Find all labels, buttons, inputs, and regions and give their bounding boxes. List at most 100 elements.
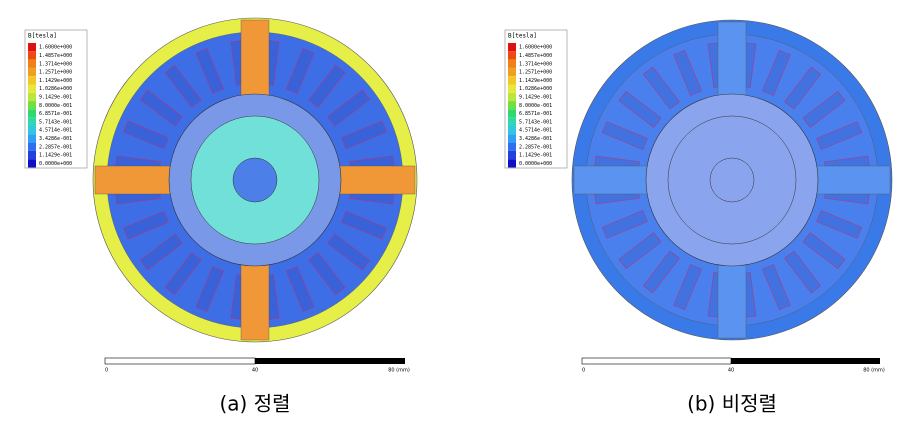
legend: B[tesla] 1.6000e+000 1.4857e+000 1.3714e+00…	[24, 29, 88, 169]
legend-swatch	[28, 92, 36, 102]
legend-swatch	[28, 67, 36, 77]
legend-value: 1.2571e+000	[39, 70, 72, 76]
legend-value: 2.2857e-001	[519, 144, 552, 150]
legend-swatch	[28, 84, 36, 93]
legend-swatch	[508, 43, 516, 52]
legend-title: B[tesla]	[508, 33, 537, 40]
legend-value: 5.7143e-001	[519, 119, 552, 125]
shaft	[232, 157, 278, 203]
legend-swatch	[508, 134, 516, 143]
legend-value: 1.1429e+000	[39, 78, 72, 84]
legend-value: 8.0000e-001	[519, 103, 552, 109]
tooth	[240, 19, 270, 109]
legend-value: 3.4286e-001	[39, 136, 72, 142]
slot	[139, 89, 183, 127]
slot	[341, 210, 387, 240]
slot	[285, 48, 315, 94]
legend-swatch	[508, 67, 516, 77]
slot	[784, 66, 822, 110]
legend-value: 1.1429e+000	[519, 78, 552, 84]
scale-bar	[104, 357, 256, 365]
legend-value: 1.2571e+000	[519, 70, 552, 76]
slot	[123, 120, 169, 150]
scale-label: 80 (mm)	[388, 368, 410, 374]
legend-value: 1.4857e+000	[519, 53, 552, 59]
legend-swatch	[508, 150, 516, 160]
slot	[618, 232, 662, 270]
slot	[802, 232, 846, 270]
legend-swatch	[508, 76, 516, 85]
slot	[195, 48, 225, 94]
legend-value: 4.5714e-001	[519, 128, 552, 134]
legend-value: 1.6000e+000	[519, 45, 552, 51]
scale-label: 40	[252, 368, 258, 374]
slot	[673, 264, 702, 311]
slot	[327, 233, 371, 271]
legend-swatch	[28, 150, 36, 160]
slot	[762, 264, 791, 311]
slot	[601, 210, 648, 239]
slot	[802, 90, 846, 128]
legend-value: 6.8571e-001	[519, 111, 552, 117]
legend-swatch	[28, 101, 36, 110]
legend-value: 9.1429e-001	[519, 95, 552, 101]
legend-swatch	[28, 134, 36, 143]
legend-value: 1.1429e-001	[39, 153, 72, 159]
slot	[618, 90, 662, 128]
slot	[327, 89, 371, 127]
legend-swatch	[508, 51, 516, 60]
legend-swatch	[28, 51, 36, 60]
legend-value: 1.3714e+000	[39, 61, 72, 67]
legend-swatch	[28, 76, 36, 85]
legend-swatch	[28, 117, 36, 126]
motor-section	[571, 19, 893, 341]
legend-swatch	[28, 43, 36, 52]
scale-bar	[255, 358, 405, 364]
legend-swatch	[508, 159, 516, 168]
legend-value: 0.0000e+000	[39, 161, 72, 167]
slot	[762, 49, 791, 96]
legend-swatch	[508, 92, 516, 102]
legend-value: 1.0286e+000	[519, 86, 552, 92]
scale-bar	[581, 357, 732, 365]
slot	[164, 252, 202, 296]
slot	[784, 250, 822, 294]
legend-value: 3.4286e-001	[519, 136, 552, 142]
legend-value: 6.8571e-001	[39, 111, 72, 117]
legend-value: 8.0000e-001	[39, 103, 72, 109]
legend-swatch	[28, 109, 36, 118]
slot	[308, 252, 346, 296]
legend-value: 4.5714e-001	[39, 128, 72, 134]
caption: (a) 정렬	[219, 392, 290, 416]
legend-swatch	[28, 159, 36, 168]
legend-swatch	[508, 101, 516, 110]
slot	[123, 210, 169, 240]
legend-swatch	[28, 142, 36, 151]
scale-label: 0	[105, 368, 108, 374]
slot	[139, 233, 183, 271]
caption: (b) 비정렬	[687, 392, 777, 416]
scale-label: 40	[728, 368, 734, 374]
legend-swatch	[508, 126, 516, 135]
slot	[601, 121, 648, 150]
legend-swatch	[508, 109, 516, 118]
slot	[816, 121, 863, 150]
slot	[642, 66, 680, 110]
legend-swatch	[508, 59, 516, 68]
legend-value: 5.7143e-001	[39, 119, 72, 125]
slot	[285, 266, 315, 312]
slot	[673, 49, 702, 96]
slot	[816, 210, 863, 239]
legend-value: 2.2857e-001	[39, 144, 72, 150]
legend-value: 1.0286e+000	[39, 86, 72, 92]
legend-swatch	[508, 117, 516, 126]
scale-label: 0	[582, 368, 585, 374]
slot	[164, 64, 202, 108]
slot	[308, 64, 346, 108]
shaft	[709, 157, 755, 203]
legend: B[tesla] 1.6000e+000 1.4857e+000 1.3714e+00…	[504, 29, 568, 169]
legend-value: 0.0000e+000	[519, 161, 552, 167]
slot	[341, 120, 387, 150]
legend-value: 1.1429e-001	[519, 153, 552, 159]
